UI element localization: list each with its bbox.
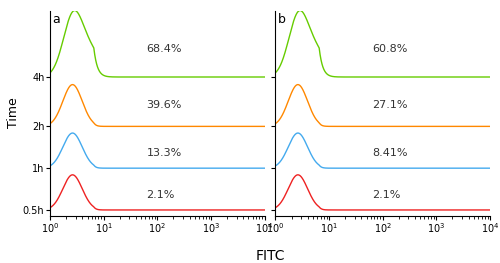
Text: 8.41%: 8.41%: [372, 148, 408, 158]
Text: b: b: [278, 13, 285, 26]
Text: a: a: [52, 13, 60, 26]
Text: FITC: FITC: [256, 249, 285, 263]
Text: 2.1%: 2.1%: [372, 190, 400, 200]
Text: 39.6%: 39.6%: [146, 100, 182, 110]
Y-axis label: Time: Time: [7, 98, 20, 128]
Text: 27.1%: 27.1%: [372, 100, 408, 110]
Text: 2.1%: 2.1%: [146, 190, 175, 200]
Text: 13.3%: 13.3%: [146, 148, 182, 158]
Text: 68.4%: 68.4%: [146, 44, 182, 54]
Text: 60.8%: 60.8%: [372, 44, 408, 54]
